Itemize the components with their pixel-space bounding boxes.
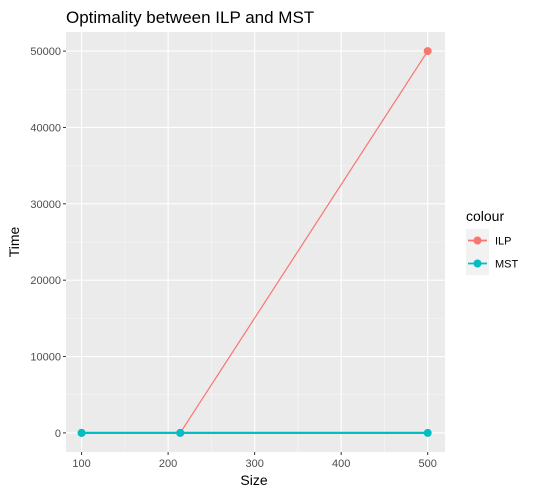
ilp-data-point [423, 47, 432, 56]
y-tick-label: 0 [55, 428, 61, 440]
series-points [77, 47, 432, 437]
y-axis-title: Time [6, 226, 22, 257]
ilp-legend-point [473, 236, 482, 245]
x-tick-label: 200 [159, 458, 177, 470]
legend-title: colour [466, 208, 504, 224]
chart-title: Optimality between ILP and MST [66, 8, 314, 27]
legend-items: ILP MST [466, 229, 519, 275]
mst-data-point [176, 428, 185, 437]
y-tick-label: 40000 [30, 122, 61, 134]
legend: colour ILP MST [466, 208, 519, 275]
mst-legend-label: MST [495, 259, 519, 271]
axis-ticks [63, 50, 429, 455]
x-axis-title: Size [240, 472, 267, 488]
x-axis-tick-labels: 100 200 300 400 500 [72, 458, 436, 470]
mst-data-point [423, 428, 432, 437]
y-tick-label: 30000 [30, 199, 61, 211]
mst-data-point [77, 428, 86, 437]
x-tick-label: 300 [245, 458, 263, 470]
ilp-legend-label: ILP [495, 236, 512, 248]
y-tick-label: 10000 [30, 352, 61, 364]
y-tick-label: 50000 [30, 46, 61, 58]
x-tick-label: 400 [332, 458, 350, 470]
minor-gridlines [66, 32, 445, 452]
y-tick-label: 20000 [30, 275, 61, 287]
x-tick-label: 500 [419, 458, 437, 470]
x-tick-label: 100 [72, 458, 90, 470]
mst-legend-point [473, 259, 482, 268]
y-axis-tick-labels: 0 10000 20000 30000 40000 50000 [30, 46, 61, 440]
